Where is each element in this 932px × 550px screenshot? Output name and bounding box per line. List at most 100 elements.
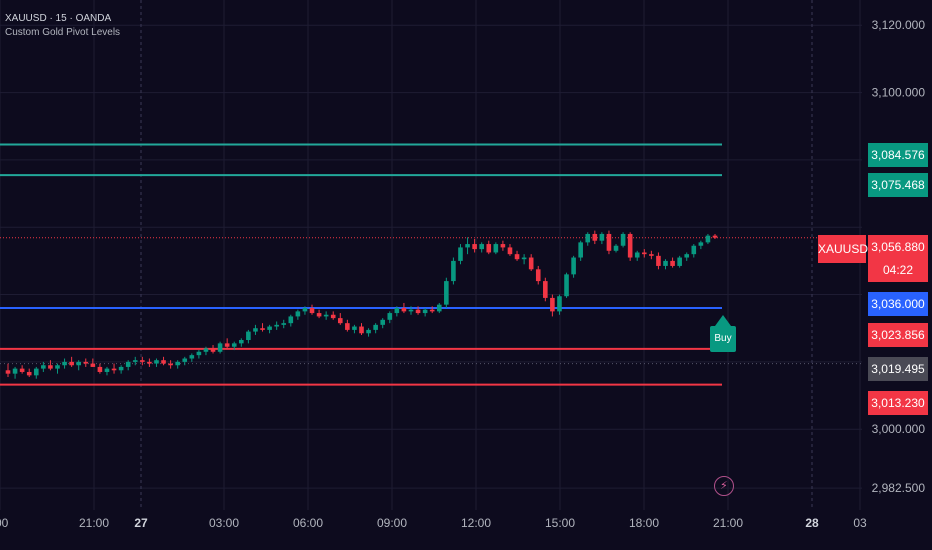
price-tag: 3,023.856 bbox=[868, 323, 928, 347]
candle-body bbox=[444, 281, 449, 305]
candle-body bbox=[309, 308, 315, 314]
candle-body bbox=[422, 309, 428, 314]
candle-body bbox=[48, 365, 53, 369]
candle-body bbox=[656, 255, 661, 266]
candle-body bbox=[528, 257, 534, 270]
candle-body bbox=[352, 326, 357, 330]
time-axis-tick: 21:00 bbox=[713, 516, 743, 530]
candle-body bbox=[514, 254, 520, 260]
candle-body bbox=[147, 361, 152, 364]
candle-body bbox=[571, 257, 576, 275]
candle-body bbox=[394, 308, 400, 314]
candle-body bbox=[323, 314, 329, 317]
candle-body bbox=[535, 269, 541, 282]
candle-body bbox=[90, 363, 96, 367]
candle-body bbox=[125, 361, 131, 367]
candle-body bbox=[550, 297, 555, 312]
candle-body bbox=[288, 316, 294, 324]
candle-body bbox=[451, 260, 456, 282]
candle-body bbox=[373, 324, 378, 330]
time-axis-tick: 09:00 bbox=[377, 516, 407, 530]
candle-body bbox=[606, 233, 612, 251]
candle-body bbox=[281, 323, 287, 325]
candle-body bbox=[182, 358, 188, 362]
candle-body bbox=[224, 343, 230, 347]
candle-body bbox=[408, 309, 414, 312]
candle-body bbox=[429, 309, 435, 312]
candle-body bbox=[161, 360, 166, 364]
time-axis-tick: 15:00 bbox=[545, 516, 575, 530]
candle-body bbox=[712, 235, 718, 238]
candle-body bbox=[557, 296, 562, 312]
candle-body bbox=[691, 245, 697, 255]
candle-body bbox=[196, 351, 202, 356]
candle-body bbox=[543, 281, 548, 298]
candle-body bbox=[564, 274, 569, 297]
candle-body bbox=[401, 308, 407, 312]
candle-body bbox=[104, 368, 110, 372]
price-tag: 3,056.880 bbox=[868, 235, 928, 259]
time-axis-tick: 03:00 bbox=[209, 516, 239, 530]
candle-body bbox=[472, 244, 477, 250]
symbol-title[interactable]: XAUUSD · 15 · OANDA bbox=[5, 13, 112, 24]
candle-body bbox=[260, 328, 265, 330]
price-tag: 3,013.230 bbox=[868, 391, 928, 415]
candle-body bbox=[111, 368, 117, 371]
lightning-icon[interactable]: ⚡ bbox=[714, 476, 734, 496]
candle-body bbox=[599, 233, 605, 241]
candle-body bbox=[253, 328, 258, 332]
time-axis-tick: 18:00 bbox=[629, 516, 659, 530]
candle-body bbox=[154, 360, 159, 364]
candle-body bbox=[387, 313, 393, 320]
candle-body bbox=[231, 343, 237, 347]
candle-body bbox=[380, 319, 386, 325]
candle-body bbox=[12, 368, 18, 374]
candle-body bbox=[585, 233, 591, 243]
price-tag: 3,075.468 bbox=[868, 173, 928, 197]
candle-body bbox=[330, 314, 336, 319]
candle-body bbox=[366, 329, 371, 334]
candle-body bbox=[33, 368, 39, 376]
candle-body bbox=[5, 370, 11, 374]
candle-body bbox=[239, 340, 244, 344]
candle-body bbox=[493, 244, 499, 253]
symbol-badge: XAUUSD bbox=[818, 235, 868, 263]
candle-body bbox=[578, 242, 583, 258]
candle-body bbox=[19, 368, 25, 372]
candle-body bbox=[592, 233, 598, 241]
time-axis-tick: 06:00 bbox=[293, 516, 323, 530]
price-axis-tick: 2,982.500 bbox=[872, 481, 926, 495]
candle-body bbox=[302, 308, 308, 312]
candle-body bbox=[246, 331, 251, 340]
time-axis-tick: 03 bbox=[853, 516, 867, 530]
candle-body bbox=[507, 247, 513, 255]
price-tag: 3,036.000 bbox=[868, 292, 928, 316]
candle-body bbox=[627, 233, 633, 258]
candle-body bbox=[677, 257, 682, 266]
candle-body bbox=[521, 257, 527, 260]
time-axis-tick: 28 bbox=[805, 516, 819, 530]
candle-body bbox=[274, 324, 279, 327]
price-tag: 04:22 bbox=[868, 258, 928, 282]
candle-body bbox=[486, 244, 492, 253]
candle-body bbox=[337, 318, 343, 324]
candle-body bbox=[267, 326, 272, 330]
price-axis-tick: 3,120.000 bbox=[872, 18, 926, 32]
candle-body bbox=[613, 245, 619, 251]
candle-body bbox=[189, 355, 195, 359]
candle-body bbox=[345, 323, 350, 330]
candle-body bbox=[500, 244, 506, 248]
indicator-title[interactable]: Custom Gold Pivot Levels bbox=[5, 27, 121, 38]
candle-body bbox=[118, 366, 124, 371]
buy-signal-arrow-icon bbox=[715, 315, 731, 326]
time-axis-tick: 12:00 bbox=[461, 516, 491, 530]
time-axis-tick: 27 bbox=[134, 516, 148, 530]
time-axis-tick: 21:00 bbox=[79, 516, 109, 530]
candle-body bbox=[359, 326, 364, 334]
candle-body bbox=[316, 313, 322, 317]
candle-body bbox=[415, 309, 421, 314]
candle-body bbox=[168, 363, 173, 366]
